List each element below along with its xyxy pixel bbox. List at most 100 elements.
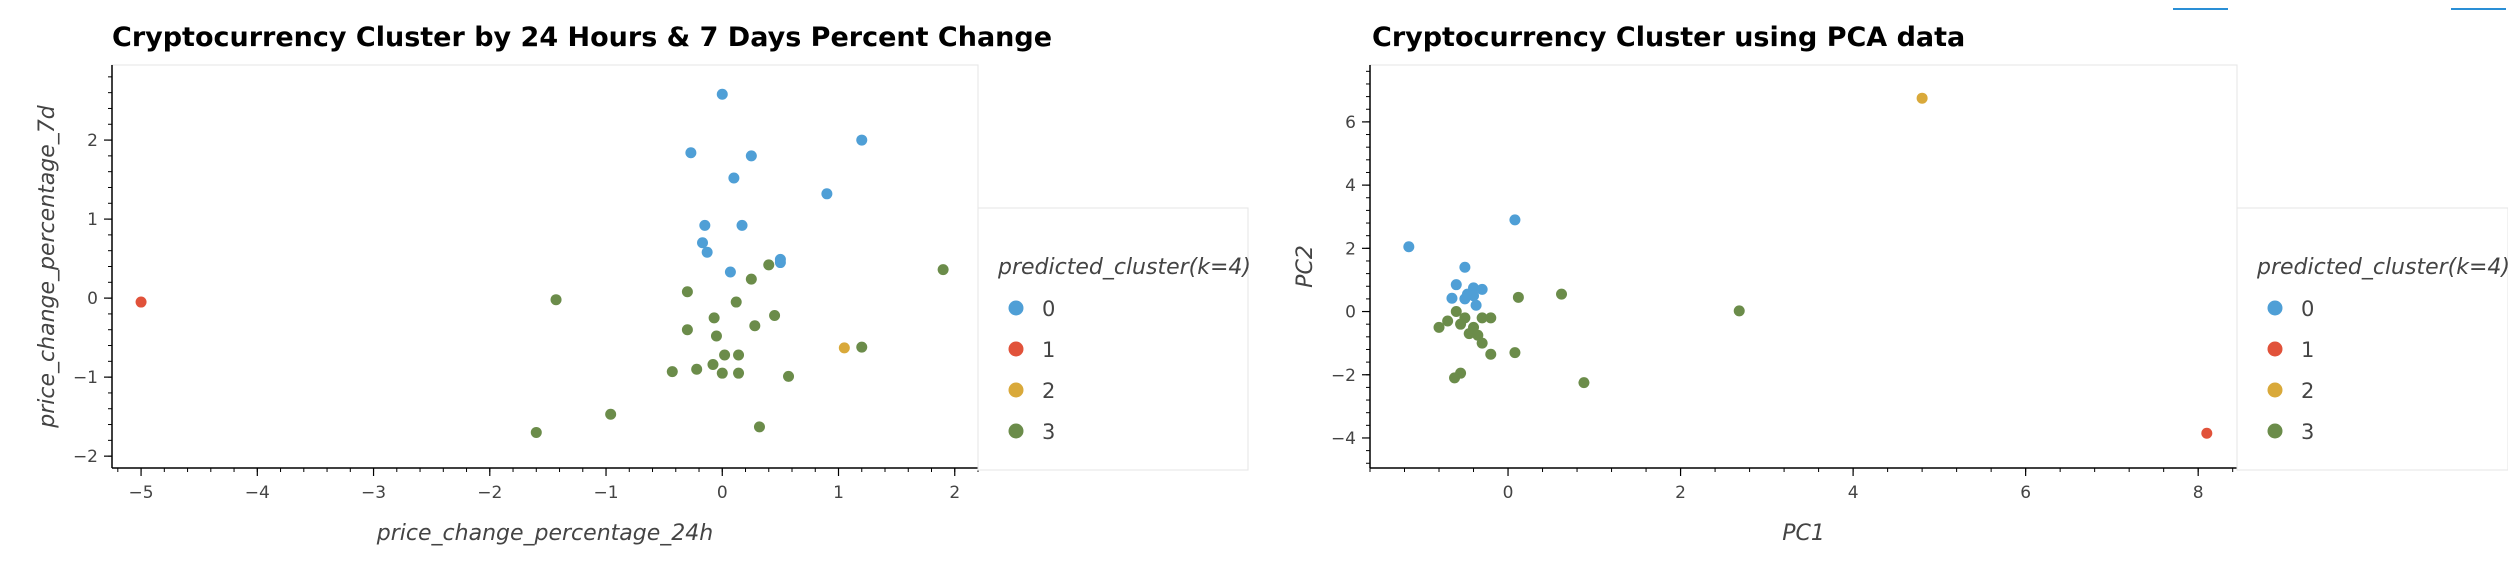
data-point-cluster-3 xyxy=(681,286,693,298)
data-point-cluster-1 xyxy=(2201,427,2213,439)
y-tick-label: 6 xyxy=(1345,113,1356,133)
data-point-cluster-0 xyxy=(1446,292,1458,304)
data-point-cluster-3 xyxy=(1509,347,1521,359)
legend-entry-1: 1 xyxy=(2301,338,2314,362)
data-point-cluster-3 xyxy=(730,296,742,308)
chart-title: Cryptocurrency Cluster using PCA data xyxy=(1372,22,1965,53)
x-tick-label: −2 xyxy=(477,483,502,503)
data-point-cluster-3 xyxy=(856,341,868,353)
data-point-cluster-3 xyxy=(733,349,745,361)
data-point-cluster-0 xyxy=(1403,241,1415,253)
data-point-cluster-3 xyxy=(783,370,795,382)
data-point-cluster-3 xyxy=(749,320,761,332)
data-point-cluster-3 xyxy=(719,349,731,361)
data-point-cluster-0 xyxy=(821,188,833,200)
data-point-cluster-0 xyxy=(1509,214,1521,226)
x-tick-label: 2 xyxy=(949,483,960,503)
data-point-cluster-0 xyxy=(856,134,868,146)
legend-entry-0: 0 xyxy=(1042,297,1055,321)
y-axis-label: price_change_percentage_7d xyxy=(35,104,60,428)
chart-1: Cryptocurrency Cluster by 24 Hours & 7 D… xyxy=(35,22,1251,546)
data-point-cluster-3 xyxy=(605,408,617,420)
legend-entry-3: 3 xyxy=(1042,420,1055,444)
data-point-cluster-3 xyxy=(666,366,678,378)
y-tick-label: −1 xyxy=(73,368,98,388)
legend-box xyxy=(2236,207,2508,471)
legend-marker-0 xyxy=(2267,300,2283,316)
data-point-cluster-0 xyxy=(1459,293,1471,305)
data-point-cluster-3 xyxy=(1476,337,1488,349)
data-point-cluster-3 xyxy=(1449,372,1461,384)
plot-frame xyxy=(1369,64,2238,469)
x-tick-label: −4 xyxy=(245,483,270,503)
y-tick-label: 0 xyxy=(87,289,98,309)
data-point-cluster-0 xyxy=(774,257,786,269)
legend-box xyxy=(977,207,1249,471)
data-point-cluster-3 xyxy=(1476,312,1488,324)
legend-marker-3 xyxy=(2267,423,2283,439)
chart-title: Cryptocurrency Cluster by 24 Hours & 7 D… xyxy=(112,22,1052,53)
data-point-cluster-3 xyxy=(1485,312,1497,324)
x-tick-label: 8 xyxy=(2193,483,2204,503)
data-point-cluster-3 xyxy=(745,273,757,285)
x-tick-label: 4 xyxy=(1848,483,1859,503)
y-tick-label: −4 xyxy=(1331,429,1356,449)
legend-entry-3: 3 xyxy=(2301,420,2314,444)
data-point-cluster-0 xyxy=(1470,299,1482,311)
data-point-cluster-2 xyxy=(1916,92,1928,104)
data-point-cluster-3 xyxy=(733,367,745,379)
y-tick-label: 0 xyxy=(1345,303,1356,323)
plot-frame xyxy=(111,64,979,469)
data-point-cluster-0 xyxy=(699,219,711,231)
data-point-cluster-0 xyxy=(1459,261,1471,273)
data-point-cluster-0 xyxy=(724,266,736,278)
data-point-cluster-0 xyxy=(728,172,740,184)
legend-entry-0: 0 xyxy=(2301,297,2314,321)
data-point-cluster-3 xyxy=(691,363,703,375)
y-tick-label: 2 xyxy=(87,131,98,151)
data-point-cluster-3 xyxy=(708,312,720,324)
y-tick-label: −2 xyxy=(1331,366,1356,386)
data-point-cluster-3 xyxy=(681,324,693,336)
data-point-cluster-3 xyxy=(1733,305,1745,317)
data-point-cluster-3 xyxy=(1450,306,1462,318)
data-point-cluster-3 xyxy=(1455,318,1467,330)
data-point-cluster-3 xyxy=(530,426,542,438)
legend-title: predicted_cluster(k=4) xyxy=(2256,255,2508,280)
data-point-cluster-3 xyxy=(937,264,949,276)
data-point-cluster-0 xyxy=(1476,283,1488,295)
x-tick-label: −1 xyxy=(593,483,618,503)
legend-marker-3 xyxy=(1008,423,1024,439)
data-point-cluster-3 xyxy=(1463,328,1475,340)
legend-marker-0 xyxy=(1008,300,1024,316)
data-point-cluster-0 xyxy=(685,147,697,159)
data-point-cluster-1 xyxy=(135,296,147,308)
x-tick-label: 0 xyxy=(1503,483,1514,503)
data-point-cluster-3 xyxy=(769,309,781,321)
data-point-cluster-3 xyxy=(550,294,562,306)
data-point-cluster-3 xyxy=(1433,321,1445,333)
data-point-cluster-3 xyxy=(707,358,719,370)
legend-entry-1: 1 xyxy=(1042,338,1055,362)
x-tick-label: 6 xyxy=(2020,483,2031,503)
data-point-cluster-0 xyxy=(697,237,709,249)
x-axis-label: PC1 xyxy=(1782,521,1825,546)
data-point-cluster-3 xyxy=(753,421,765,433)
toolbar-indicator-1[interactable] xyxy=(2173,8,2228,10)
data-point-cluster-0 xyxy=(1468,290,1480,302)
data-point-cluster-3 xyxy=(1556,288,1568,300)
toolbar-indicator-2[interactable] xyxy=(2451,8,2506,10)
data-point-cluster-3 xyxy=(1578,377,1590,389)
data-point-cluster-0 xyxy=(736,219,748,231)
data-point-cluster-3 xyxy=(716,367,728,379)
data-point-cluster-0 xyxy=(745,150,757,162)
x-tick-label: −5 xyxy=(129,483,154,503)
legend-title: predicted_cluster(k=4) xyxy=(997,255,1251,280)
y-tick-label: −2 xyxy=(73,447,98,467)
legend-marker-1 xyxy=(2267,341,2283,357)
y-tick-label: 4 xyxy=(1345,176,1356,196)
x-tick-label: 1 xyxy=(833,483,844,503)
data-point-cluster-3 xyxy=(1485,348,1497,360)
data-point-cluster-2 xyxy=(838,342,850,354)
